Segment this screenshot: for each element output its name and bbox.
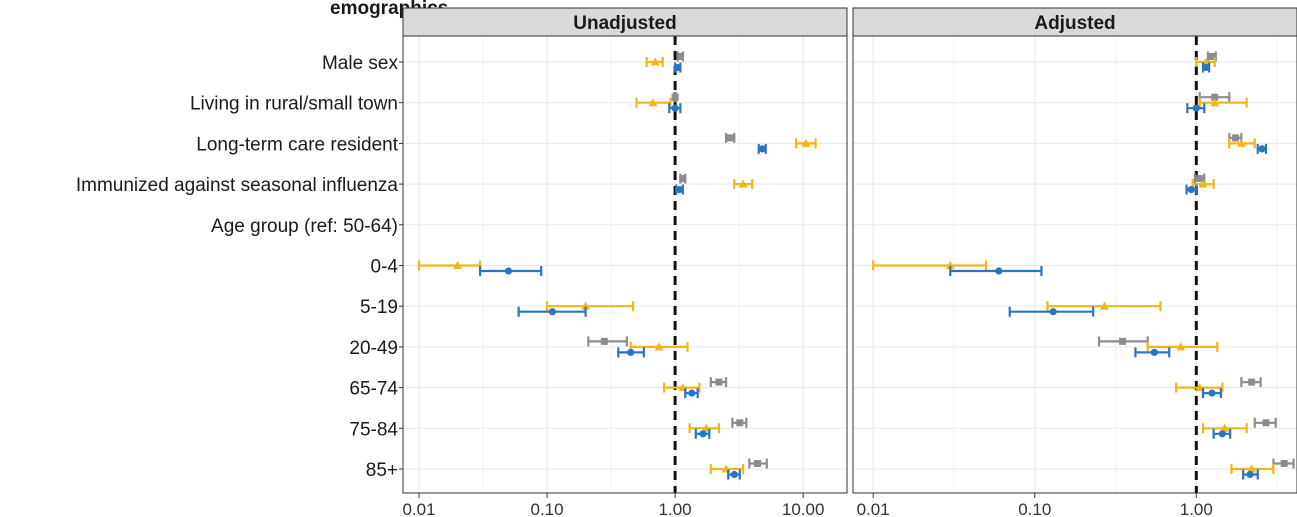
point-estimate-circle — [758, 145, 766, 153]
point-estimate-circle — [1192, 104, 1200, 112]
point-estimate-circle — [1208, 389, 1216, 397]
facet-title: Unadjusted — [573, 13, 676, 34]
point-estimate-circle — [671, 104, 679, 112]
x-tick-label: 0.01 — [857, 500, 890, 517]
row-label: Long-term care resident — [196, 134, 398, 155]
point-estimate-triangle — [945, 261, 955, 269]
point-estimate-circle — [1246, 470, 1254, 479]
point-estimate-circle — [995, 267, 1003, 275]
point-estimate-square — [736, 419, 744, 427]
x-tick-label: 1.00 — [1180, 500, 1213, 517]
point-estimate-square — [1280, 460, 1288, 467]
facet-strip — [402, 7, 848, 37]
facet-title: Adjusted — [1034, 13, 1115, 34]
x-tick-label: 10.00 — [782, 500, 825, 517]
point-estimate-triangle — [654, 342, 664, 351]
point-estimate-triangle — [453, 261, 463, 269]
point-estimate-circle — [1187, 186, 1195, 194]
point-estimate-triangle — [1210, 98, 1220, 107]
point-estimate-square — [600, 337, 608, 345]
row-label: 0-4 — [371, 257, 399, 278]
row-label: 85+ — [366, 460, 398, 481]
point-estimate-triangle — [738, 179, 748, 188]
point-estimate-circle — [1049, 308, 1057, 316]
point-estimate-circle — [1150, 348, 1158, 356]
row-label: Immunized against seasonal influenza — [76, 175, 399, 196]
point-estimate-triangle — [1176, 342, 1186, 351]
panel-border — [852, 35, 1297, 494]
point-estimate-square — [679, 175, 687, 183]
point-estimate-square — [726, 134, 734, 142]
point-estimate-triangle — [1099, 301, 1109, 310]
panel-adjusted: Adjusted 0.01 0.10 1.00 — [852, 7, 1297, 517]
point-estimate-square — [1196, 175, 1204, 183]
point-estimate-triangle — [1220, 423, 1230, 432]
x-tick-label: 0.10 — [531, 500, 564, 517]
point-estimate-square — [1232, 134, 1240, 142]
point-estimate-circle — [699, 430, 707, 438]
row-labels: Male sex Living in rural/small town Long-t… — [76, 53, 403, 481]
row-label: 5-19 — [360, 297, 398, 318]
x-tick-label: 0.10 — [1018, 500, 1051, 517]
panel-border — [402, 35, 848, 494]
point-estimate-circle — [548, 308, 556, 316]
point-estimate-circle — [1202, 63, 1210, 72]
point-estimate-circle — [504, 267, 513, 275]
x-tick-label: 0.01 — [402, 500, 435, 517]
point-estimate-triangle — [1236, 138, 1246, 147]
point-estimate-circle — [674, 63, 682, 72]
point-estimate-square — [715, 378, 723, 386]
point-estimate-square — [1248, 378, 1256, 386]
row-label: 20-49 — [349, 338, 398, 359]
point-estimate-square — [676, 53, 684, 60]
point-estimate-square — [1211, 93, 1219, 101]
panel-unadjusted: Unadjusted 0.01 0.10 1.00 10.00 — [402, 7, 848, 517]
x-tick-label: 1.00 — [659, 500, 692, 517]
point-estimate-circle — [730, 470, 738, 479]
row-label: Male sex — [322, 53, 399, 74]
point-estimate-square — [1119, 337, 1127, 345]
point-estimate-triangle — [648, 98, 658, 107]
point-estimate-circle — [1258, 145, 1266, 153]
point-estimate-square — [753, 460, 761, 467]
point-estimate-square — [671, 93, 679, 101]
point-estimate-triangle — [650, 57, 660, 66]
point-estimate-triangle — [801, 138, 811, 147]
row-label: 75-84 — [349, 419, 398, 440]
point-estimate-triangle — [581, 301, 591, 310]
row-label: 65-74 — [349, 379, 398, 400]
point-estimate-circle — [1218, 430, 1226, 438]
row-label: Living in rural/small town — [190, 94, 398, 115]
point-estimate-triangle — [1198, 179, 1208, 188]
point-estimate-circle — [688, 389, 696, 397]
point-estimate-square — [1208, 53, 1216, 60]
point-estimate-circle — [627, 348, 635, 356]
point-estimate-circle — [675, 186, 683, 194]
row-label: Age group (ref: 50-64) — [211, 216, 398, 237]
point-estimate-triangle — [1247, 464, 1257, 473]
point-estimate-square — [1262, 419, 1270, 427]
